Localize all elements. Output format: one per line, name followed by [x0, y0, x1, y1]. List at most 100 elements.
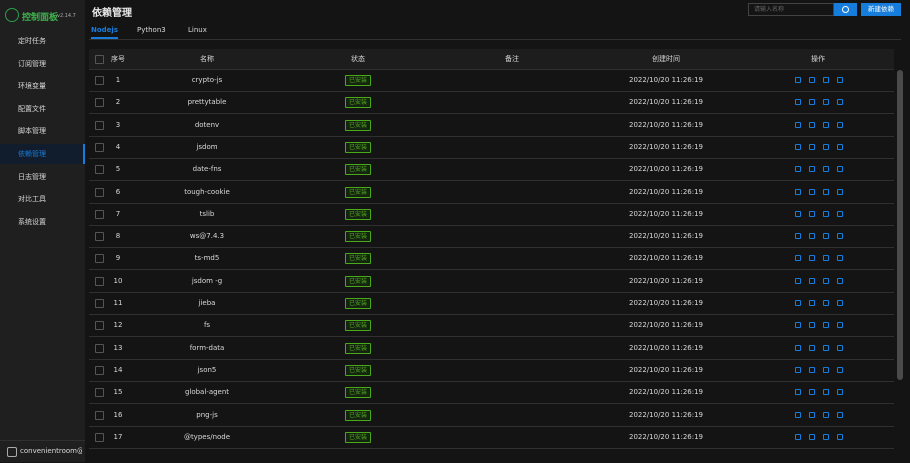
- action-icon[interactable]: [823, 188, 829, 195]
- action-icon[interactable]: [795, 433, 801, 440]
- action-icon[interactable]: [795, 300, 801, 306]
- row-checkbox[interactable]: [95, 232, 104, 242]
- row-checkbox[interactable]: [95, 276, 104, 286]
- action-icon[interactable]: [837, 121, 843, 128]
- search-button[interactable]: [834, 3, 857, 16]
- action-icon[interactable]: [809, 166, 815, 173]
- action-icon[interactable]: [837, 99, 843, 106]
- action-icon[interactable]: [795, 389, 801, 396]
- row-checkbox[interactable]: [95, 187, 104, 197]
- action-icon[interactable]: [809, 366, 815, 373]
- action-icon[interactable]: [823, 99, 829, 106]
- action-icon[interactable]: [823, 210, 829, 217]
- action-icon[interactable]: [823, 277, 829, 284]
- action-icon[interactable]: [809, 277, 815, 284]
- row-checkbox[interactable]: [95, 142, 104, 152]
- row-checkbox[interactable]: [95, 299, 104, 308]
- action-icon[interactable]: [795, 121, 801, 128]
- action-icon[interactable]: [809, 255, 815, 262]
- menu-item[interactable]: 系统设置: [18, 217, 46, 226]
- row-checkbox[interactable]: [95, 410, 104, 420]
- action-icon[interactable]: [837, 233, 843, 240]
- action-icon[interactable]: [837, 143, 843, 150]
- tab[interactable]: Python3: [137, 26, 166, 34]
- action-icon[interactable]: [795, 166, 801, 173]
- action-icon[interactable]: [809, 77, 815, 83]
- action-icon[interactable]: [823, 300, 829, 306]
- action-icon[interactable]: [837, 255, 843, 262]
- action-icon[interactable]: [823, 433, 829, 440]
- row-checkbox[interactable]: [95, 76, 104, 85]
- action-icon[interactable]: [823, 143, 829, 150]
- action-icon[interactable]: [809, 188, 815, 195]
- new-button[interactable]: 新建依赖: [861, 3, 901, 16]
- action-icon[interactable]: [809, 411, 815, 418]
- row-checkbox[interactable]: [95, 209, 104, 219]
- row-checkbox[interactable]: [95, 388, 104, 398]
- action-icon[interactable]: [809, 121, 815, 128]
- action-icon[interactable]: [809, 300, 815, 306]
- action-icon[interactable]: [823, 389, 829, 396]
- action-icon[interactable]: [795, 210, 801, 217]
- action-icon[interactable]: [809, 322, 815, 329]
- row-checkbox[interactable]: [95, 321, 104, 331]
- action-icon[interactable]: [809, 344, 815, 351]
- menu-item[interactable]: 配置文件: [18, 104, 46, 113]
- action-icon[interactable]: [809, 233, 815, 240]
- row-checkbox[interactable]: [95, 120, 104, 130]
- action-icon[interactable]: [795, 322, 801, 329]
- row-checkbox[interactable]: [95, 165, 104, 175]
- action-icon[interactable]: [809, 143, 815, 150]
- action-icon[interactable]: [795, 77, 801, 83]
- action-icon[interactable]: [837, 344, 843, 351]
- action-icon[interactable]: [837, 389, 843, 396]
- action-icon[interactable]: [823, 233, 829, 240]
- action-icon[interactable]: [837, 166, 843, 173]
- action-icon[interactable]: [823, 121, 829, 128]
- tab[interactable]: Nodejs: [91, 26, 118, 39]
- action-icon[interactable]: [795, 188, 801, 195]
- row-checkbox[interactable]: [95, 365, 104, 375]
- search-input[interactable]: 请输入名称: [748, 3, 834, 16]
- action-icon[interactable]: [809, 99, 815, 106]
- action-icon[interactable]: [837, 411, 843, 418]
- action-icon[interactable]: [795, 411, 801, 418]
- tab[interactable]: Linux: [188, 26, 207, 34]
- scrollbar[interactable]: [897, 70, 903, 380]
- action-icon[interactable]: [823, 77, 829, 83]
- action-icon[interactable]: [823, 166, 829, 173]
- action-icon[interactable]: [823, 322, 829, 329]
- action-icon[interactable]: [837, 366, 843, 373]
- action-icon[interactable]: [837, 433, 843, 440]
- action-icon[interactable]: [809, 389, 815, 396]
- action-icon[interactable]: [837, 300, 843, 306]
- action-icon[interactable]: [795, 143, 801, 150]
- menu-item[interactable]: 脚本管理: [18, 127, 46, 136]
- row-checkbox[interactable]: [95, 254, 104, 264]
- user-bar[interactable]: convenientroom@c: [0, 440, 85, 463]
- action-icon[interactable]: [795, 99, 801, 106]
- action-icon[interactable]: [837, 77, 843, 83]
- action-icon[interactable]: [823, 344, 829, 351]
- menu-item[interactable]: 订阅管理: [18, 59, 46, 68]
- action-icon[interactable]: [795, 344, 801, 351]
- row-checkbox[interactable]: [95, 432, 104, 442]
- menu-item[interactable]: 日志管理: [18, 172, 46, 181]
- action-icon[interactable]: [837, 210, 843, 217]
- menu-item[interactable]: 依赖管理: [0, 144, 85, 164]
- action-icon[interactable]: [795, 255, 801, 262]
- action-icon[interactable]: [795, 277, 801, 284]
- action-icon[interactable]: [837, 188, 843, 195]
- action-icon[interactable]: [809, 210, 815, 217]
- action-icon[interactable]: [837, 277, 843, 284]
- menu-item[interactable]: 定时任务: [18, 37, 46, 45]
- row-checkbox[interactable]: [95, 343, 104, 353]
- action-icon[interactable]: [823, 411, 829, 418]
- menu-item[interactable]: 环境变量: [18, 82, 46, 91]
- action-icon[interactable]: [823, 255, 829, 262]
- action-icon[interactable]: [823, 366, 829, 373]
- action-icon[interactable]: [809, 433, 815, 440]
- action-icon[interactable]: [795, 366, 801, 373]
- row-checkbox[interactable]: [95, 98, 104, 108]
- select-all[interactable]: [95, 55, 104, 64]
